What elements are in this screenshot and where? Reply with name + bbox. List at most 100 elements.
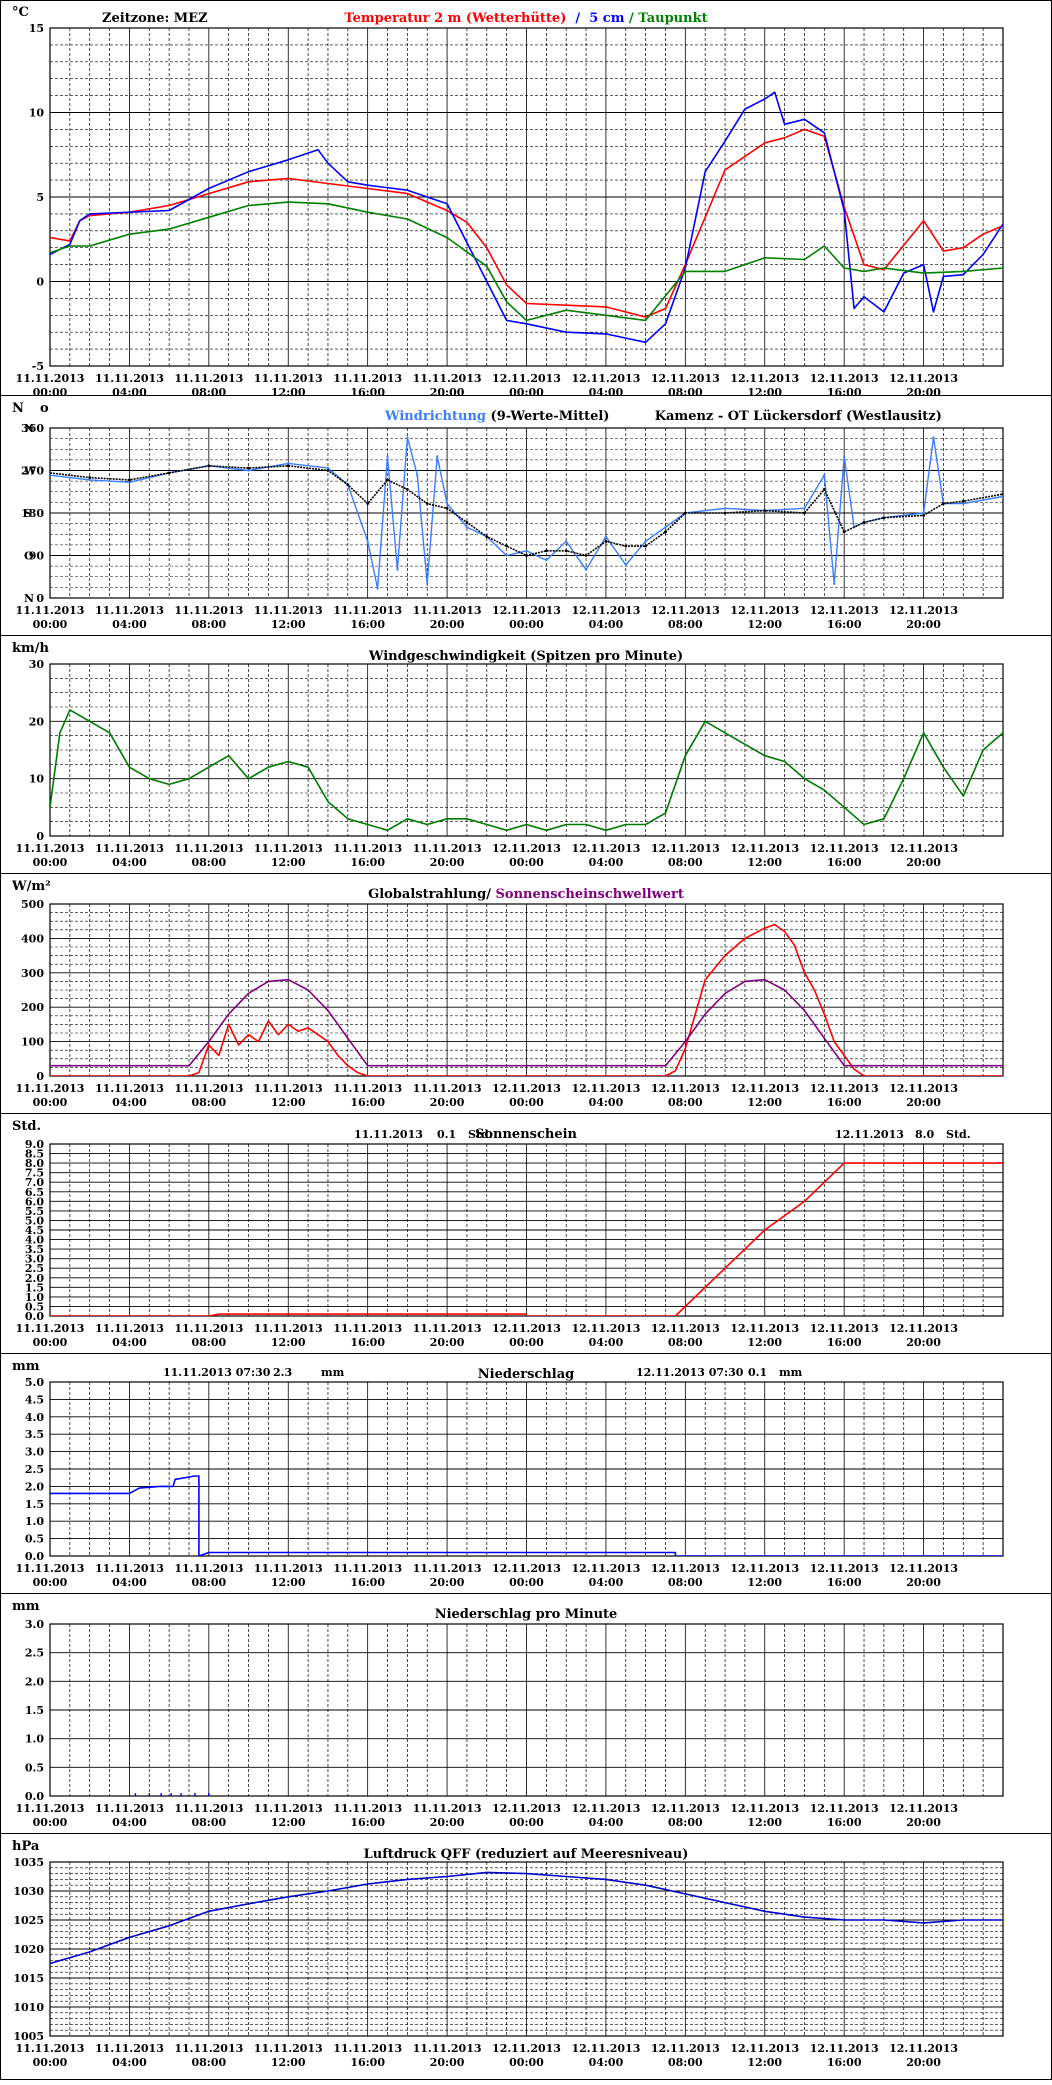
x-tick-date: 12.11.2013	[492, 1082, 561, 1095]
x-tick-time: 04:00	[589, 1096, 624, 1109]
x-tick-date: 11.11.2013	[174, 372, 243, 385]
chart-title: Temperatur 2 m (Wetterhütte) / 5 cm / Ta…	[344, 11, 707, 26]
x-tick-date: 11.11.2013	[16, 604, 85, 617]
y-tick-label: 4.0	[25, 1234, 44, 1247]
x-tick-date: 11.11.2013	[95, 372, 164, 385]
x-tick-time: 04:00	[112, 1816, 147, 1829]
x-tick-date: 11.11.2013	[333, 1802, 402, 1815]
y-tick-label: 9.0	[25, 1138, 44, 1151]
direction-point	[584, 554, 588, 557]
x-tick-time: 16:00	[350, 856, 385, 869]
x-tick-time: 00:00	[509, 1576, 544, 1589]
direction-point	[882, 516, 886, 520]
title-part: (9-Werte-Mittel)	[486, 409, 609, 424]
y-tick-label: 2.5	[25, 1262, 44, 1275]
x-tick-date: 11.11.2013	[333, 1082, 402, 1095]
chart-title: Luftdruck QFF (reduziert auf Meeresnivea…	[364, 1847, 689, 1862]
direction-point	[505, 554, 508, 557]
x-tick-date: 11.11.2013	[413, 1802, 482, 1815]
unit-label: km/h	[12, 641, 50, 656]
x-tick-date: 12.11.2013	[492, 2042, 561, 2055]
direction-point	[88, 476, 92, 479]
annotation-date: 12.11.2013 07:30	[636, 1366, 744, 1379]
x-tick-time: 04:00	[589, 618, 624, 631]
direction-point	[366, 540, 369, 543]
chart-panel-5: 0.00.51.01.52.02.53.03.54.04.55.05.56.06…	[12, 1119, 1004, 1349]
x-tick-time: 16:00	[827, 618, 862, 631]
series-line	[526, 1162, 1003, 1316]
x-tick-date: 12.11.2013	[730, 604, 799, 617]
x-tick-time: 16:00	[827, 386, 862, 399]
direction-point	[644, 544, 648, 548]
x-tick-date: 11.11.2013	[333, 1322, 402, 1335]
y-tick-label: 0.5	[25, 1761, 44, 1774]
direction-point	[683, 511, 687, 515]
chart-title: Sonnenschein	[475, 1127, 578, 1142]
x-tick-date: 12.11.2013	[810, 1322, 879, 1335]
unit-suffix: o	[40, 401, 49, 416]
x-tick-date: 11.11.2013	[174, 604, 243, 617]
x-tick-date: 12.11.2013	[651, 1562, 720, 1575]
y-tick-label: -5	[32, 360, 44, 373]
x-tick-date: 11.11.2013	[254, 2042, 323, 2055]
timezone-label: Zeitzone: MEZ	[102, 11, 208, 26]
chart-panel-1: -5 0 5 10 15°C Zeitzone: MEZ Temperatur 2 m (W…	[12, 5, 1004, 399]
x-tick-date: 12.11.2013	[889, 1322, 958, 1335]
x-tick-time: 20:00	[430, 856, 465, 869]
x-tick-date: 12.11.2013	[492, 1802, 561, 1815]
series-line	[50, 128, 1003, 318]
x-tick-date: 11.11.2013	[413, 1322, 482, 1335]
x-tick-time: 12:00	[747, 1576, 782, 1589]
y-tick-label: 7.0	[25, 1176, 44, 1189]
x-tick-date: 11.11.2013	[16, 2042, 85, 2055]
y-tick-label: 4.5	[25, 1224, 44, 1237]
direction-point	[386, 478, 389, 482]
x-tick-date: 11.11.2013	[95, 604, 164, 617]
x-tick-time: 16:00	[827, 1336, 862, 1349]
series-5 cm	[50, 91, 1003, 344]
annotation-unit: Std.	[468, 1128, 493, 1141]
direction-point	[862, 521, 866, 524]
unit-label: hPa	[12, 1839, 40, 1854]
x-tick-date: 12.11.2013	[810, 372, 879, 385]
x-tick-time: 08:00	[191, 856, 226, 869]
y-tick-label: 1010	[13, 2001, 44, 2014]
y-tick-label: 2.0	[25, 1272, 44, 1285]
x-tick-time: 00:00	[33, 1816, 68, 1829]
x-tick-date: 12.11.2013	[889, 1562, 958, 1575]
x-tick-time: 00:00	[509, 386, 544, 399]
x-tick-time: 12:00	[271, 1816, 306, 1829]
direction-point	[545, 559, 548, 562]
x-tick-time: 00:00	[509, 618, 544, 631]
direction-point	[247, 466, 250, 470]
chart-title: Globalstrahlung/ Sonnenscheinschwellwert	[368, 887, 684, 902]
chart-panel-8: 1005 1010 1015 1020 1025 1030 1035 hPa Luftdruck…	[12, 1839, 1004, 2069]
y-tick-label: 1020	[13, 1943, 44, 1956]
direction-point	[326, 469, 330, 472]
direction-point	[763, 509, 767, 513]
x-tick-time: 08:00	[668, 618, 703, 631]
title-part: Taupunkt	[638, 11, 707, 26]
x-tick-date: 11.11.2013	[174, 1082, 243, 1095]
x-tick-date: 11.11.2013	[333, 372, 402, 385]
y-tick-label: 0	[36, 830, 44, 843]
x-tick-time: 20:00	[906, 1576, 941, 1589]
annotation-value: 2.3	[273, 1366, 292, 1379]
chart-title: Niederschlag	[478, 1367, 574, 1382]
x-tick-time: 12:00	[271, 1336, 306, 1349]
x-tick-time: 12:00	[747, 1336, 782, 1349]
direction-letter: S	[24, 507, 32, 520]
x-tick-time: 04:00	[112, 1096, 147, 1109]
x-tick-date: 11.11.2013	[254, 604, 323, 617]
y-tick-label: 8.0	[25, 1157, 44, 1170]
y-tick-label: 1015	[13, 1972, 44, 1985]
chart-title: Windgeschwindigkeit (Spitzen pro Minute)	[368, 649, 683, 664]
y-tick-label: 10	[29, 773, 45, 786]
x-tick-time: 20:00	[906, 1816, 941, 1829]
x-tick-date: 12.11.2013	[889, 604, 958, 617]
x-tick-date: 12.11.2013	[651, 1322, 720, 1335]
x-tick-date: 11.11.2013	[413, 604, 482, 617]
x-tick-time: 08:00	[668, 1096, 703, 1109]
x-tick-time: 08:00	[668, 856, 703, 869]
